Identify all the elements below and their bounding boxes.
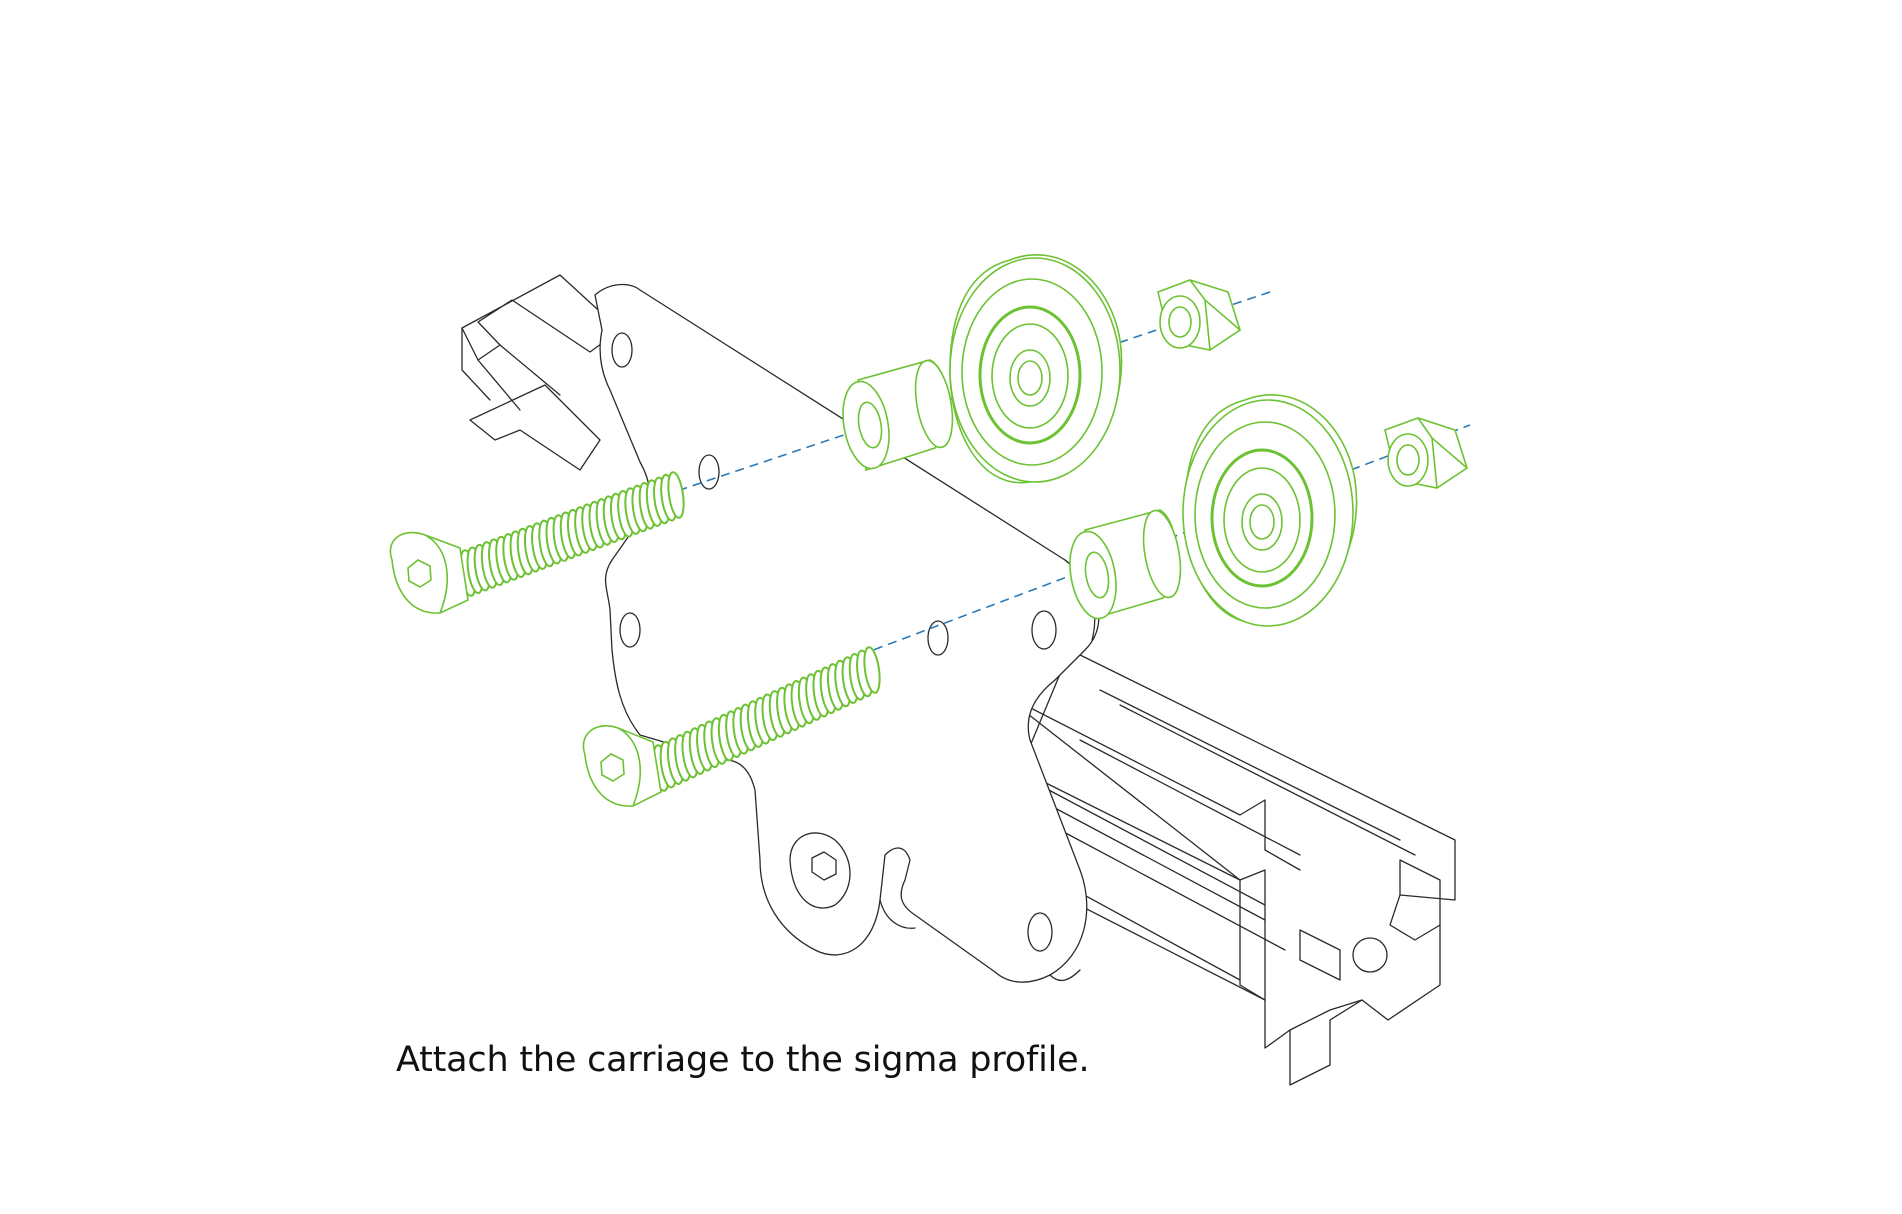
v-wheel-lower [1182, 394, 1358, 627]
bolt-upper [389, 471, 685, 614]
thread-ring [863, 646, 881, 694]
carriage-plate [594, 283, 1100, 983]
instruction-caption: Attach the carriage to the sigma profile… [396, 1040, 1090, 1080]
spacer-lower [1069, 509, 1182, 620]
assembly-axis-lower [859, 424, 1471, 656]
bolt-lower [582, 646, 881, 807]
thread-ring [667, 471, 685, 519]
lock-nut-upper [1157, 279, 1241, 351]
lock-nut-lower [1384, 417, 1468, 489]
v-wheel-upper [949, 254, 1123, 484]
sigma-profile [461, 274, 1456, 1086]
spacer-upper [842, 359, 954, 472]
